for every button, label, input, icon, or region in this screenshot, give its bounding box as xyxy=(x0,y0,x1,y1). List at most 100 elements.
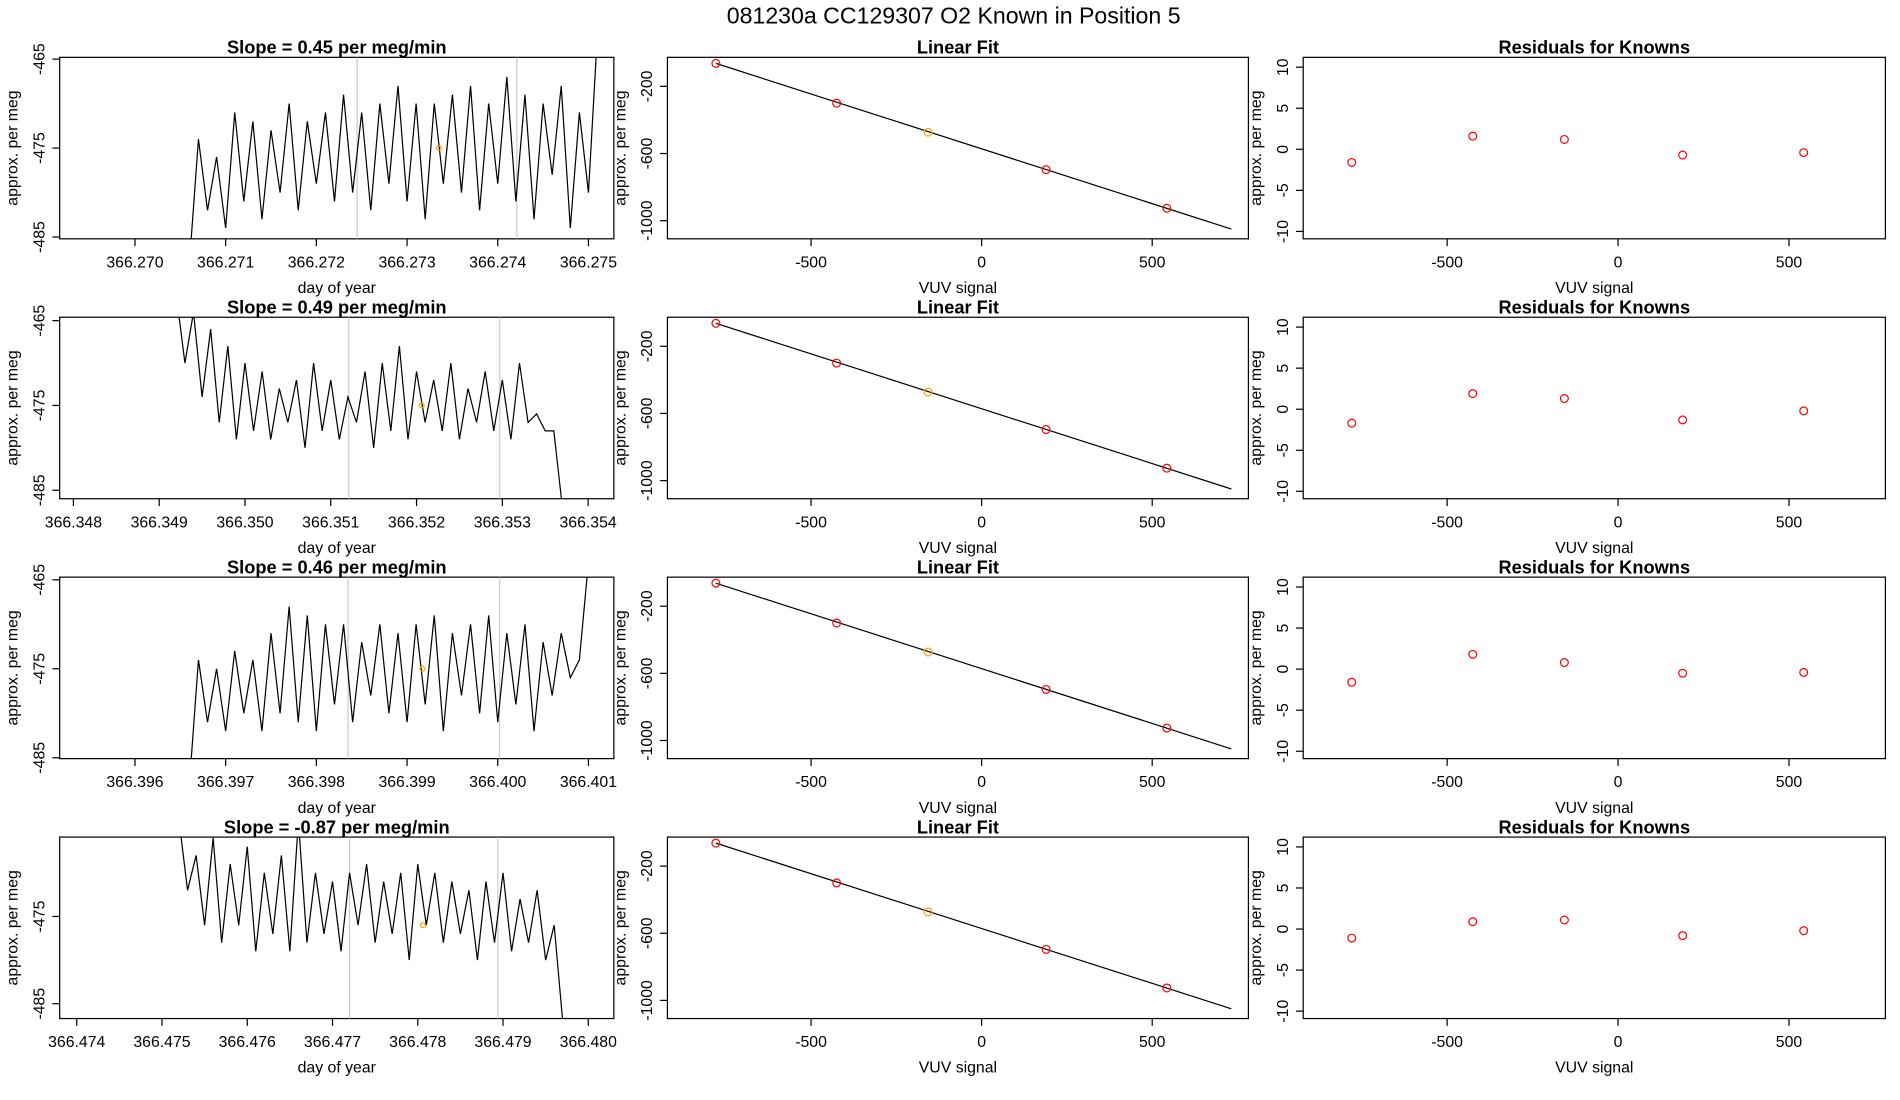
x-tick-label: 366.400 xyxy=(469,774,526,791)
point xyxy=(923,127,933,137)
panel: Residuals for Knowns VUV signal approx. pe… xyxy=(1248,556,1886,817)
plot-area xyxy=(711,318,1232,490)
point xyxy=(1678,668,1688,678)
x-tick-label: 500 xyxy=(1139,514,1166,531)
panel: Linear Fit VUV signal approx. per meg -500 0… xyxy=(612,297,1250,557)
plot-area xyxy=(711,578,1232,750)
panel-title: Linear Fit xyxy=(917,556,999,577)
point xyxy=(1678,150,1688,160)
point xyxy=(1162,723,1172,733)
y-axis-label: approx. per meg xyxy=(5,870,22,985)
x-axis-label: VUV signal xyxy=(919,280,997,297)
x-tick-label: 0 xyxy=(977,254,986,271)
fit-line xyxy=(715,582,1232,750)
x-tick-label: -500 xyxy=(1431,1034,1463,1051)
x-tick-label: 366.349 xyxy=(131,514,188,531)
plot-area xyxy=(1347,131,1809,167)
x-tick-label: 0 xyxy=(1614,774,1623,791)
plot-frame xyxy=(1302,576,1886,760)
x-tick-label: 366.354 xyxy=(560,514,617,531)
x-tick-label: -500 xyxy=(795,774,827,791)
plot-frame xyxy=(666,836,1250,1020)
plot-frame xyxy=(59,316,615,500)
x-tick-label: 366.399 xyxy=(378,774,435,791)
highlight-point xyxy=(418,402,425,409)
y-tick-label: 5 xyxy=(1275,104,1292,113)
plot-frame xyxy=(59,836,615,1020)
y-tick-label: -5 xyxy=(1275,183,1292,197)
point xyxy=(1799,148,1809,158)
point xyxy=(1162,983,1172,993)
point xyxy=(1799,667,1809,677)
x-tick-label: 366.479 xyxy=(474,1034,531,1051)
y-tick-label: -600 xyxy=(639,138,656,170)
panel-title: Residuals for Knowns xyxy=(1498,37,1690,58)
x-tick-label: 366.274 xyxy=(469,254,526,271)
x-tick-label: 500 xyxy=(1776,514,1803,531)
plot-frame xyxy=(59,56,615,240)
point xyxy=(1041,425,1051,435)
y-tick-label: -465 xyxy=(31,43,48,75)
fit-line xyxy=(715,322,1232,490)
point xyxy=(1799,406,1809,416)
x-tick-label: 366.270 xyxy=(106,254,163,271)
point xyxy=(1559,134,1569,144)
y-tick-label: -10 xyxy=(1275,220,1292,243)
x-tick-label: 0 xyxy=(1614,254,1623,271)
panel-title: Linear Fit xyxy=(917,37,999,58)
x-tick-label: 366.353 xyxy=(474,514,531,531)
plot-frame xyxy=(59,576,615,760)
point xyxy=(711,58,721,68)
x-tick-label: 366.351 xyxy=(302,514,359,531)
y-tick-label: -200 xyxy=(639,850,656,882)
panel: Slope = 0.45 per meg/min day of year appro… xyxy=(5,37,618,297)
data-line xyxy=(190,577,588,759)
point xyxy=(1347,157,1357,167)
panel-title: Residuals for Knowns xyxy=(1498,816,1690,837)
x-tick-label: 500 xyxy=(1139,774,1166,791)
plot-area xyxy=(1347,915,1809,943)
y-tick-label: -485 xyxy=(31,221,48,253)
point xyxy=(1678,931,1688,941)
y-tick-label: -5 xyxy=(1275,443,1292,457)
x-axis-label: VUV signal xyxy=(1555,800,1633,817)
panel-title: Slope = 0.49 per meg/min xyxy=(227,297,447,318)
x-tick-label: -500 xyxy=(1431,514,1463,531)
plot-frame xyxy=(1302,56,1886,240)
x-tick-label: 500 xyxy=(1776,254,1803,271)
x-tick-label: 366.348 xyxy=(45,514,102,531)
y-tick-label: -5 xyxy=(1275,703,1292,717)
plot-frame xyxy=(666,56,1250,240)
x-tick-label: 366.350 xyxy=(216,514,273,531)
y-tick-label: -600 xyxy=(639,917,656,949)
plot-area xyxy=(190,577,588,759)
y-tick-label: -10 xyxy=(1275,480,1292,503)
point xyxy=(832,358,842,368)
x-tick-label: 366.397 xyxy=(197,774,254,791)
y-tick-label: 10 xyxy=(1275,838,1292,856)
x-tick-label: -500 xyxy=(1431,254,1463,271)
highlight-point xyxy=(419,922,426,929)
plot-frame xyxy=(1302,316,1886,500)
y-tick-label: -465 xyxy=(31,564,48,596)
fit-line xyxy=(715,842,1232,1010)
x-axis-label: day of year xyxy=(298,280,377,297)
point xyxy=(711,838,721,848)
y-tick-label: 0 xyxy=(1275,665,1292,674)
point xyxy=(1468,917,1478,927)
y-tick-label: 5 xyxy=(1275,883,1292,892)
point xyxy=(1041,165,1051,175)
figure-title: 081230a CC129307 O2 Known in Position 5 xyxy=(727,2,1181,28)
y-axis-label: approx. per meg xyxy=(612,610,629,725)
y-tick-label: -475 xyxy=(31,389,48,421)
point xyxy=(1468,389,1478,399)
point xyxy=(1162,203,1172,213)
y-tick-label: -10 xyxy=(1275,1000,1292,1023)
highlight-point xyxy=(419,665,426,672)
x-tick-label: 366.273 xyxy=(378,254,435,271)
y-tick-label: 0 xyxy=(1275,145,1292,154)
point xyxy=(923,647,933,657)
point xyxy=(1678,415,1688,425)
x-tick-label: 366.275 xyxy=(560,254,617,271)
